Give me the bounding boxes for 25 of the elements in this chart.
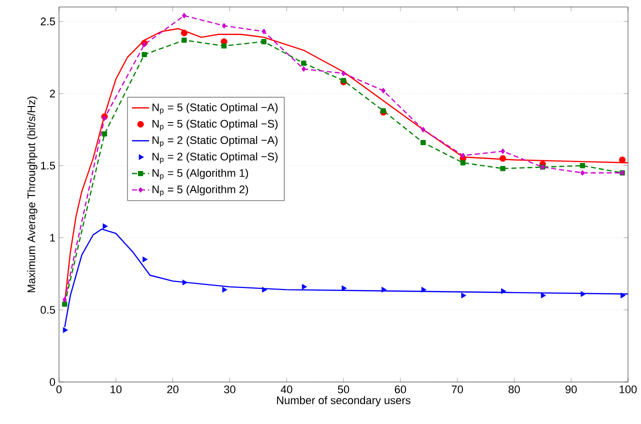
y-tick-label: 1 (50, 234, 55, 242)
x-tick-label: 60 (394, 386, 406, 394)
x-tick-label: 20 (167, 386, 178, 394)
legend-label: N$_{p}$ = 2 (Static Optimal −S) (152, 152, 278, 164)
y-tick-label: 1.5 (41, 162, 56, 170)
y-tick-label: 2 (50, 90, 55, 98)
x-tick-label: 100 (620, 386, 637, 394)
x-tick-label: 30 (224, 386, 236, 394)
x-tick-label: 0 (56, 386, 62, 394)
x-axis-title: Number of secondary users (277, 396, 410, 406)
x-tick-label: 80 (508, 386, 520, 394)
legend-label: N$_{p}$ = 5 (Static Optimal −A) (152, 103, 278, 114)
legend-label: N$_{p}$ = 5 (Algorithm 1) (152, 168, 248, 180)
y-axis-title: Maximum Average Throughput (bit/s/Hz) (27, 96, 38, 292)
legend-label: N$_{p}$ = 2 (Static Optimal −A) (152, 136, 278, 148)
y-tick-label: 2.5 (40, 18, 56, 26)
legend-label: N$_{p}$ = 5 (Algorithm 2) (152, 185, 248, 196)
x-tick-label: 40 (280, 386, 292, 394)
x-tick-label: 50 (338, 386, 350, 394)
y-tick-label: 0.5 (40, 306, 56, 314)
x-tick-label: 90 (566, 386, 577, 394)
legend-label: N$_{p}$ = 5 (Static Optimal −S) (152, 120, 278, 131)
x-tick-label: 10 (110, 386, 122, 394)
x-tick-label: 70 (452, 386, 463, 394)
y-tick-label: 0 (50, 378, 56, 386)
